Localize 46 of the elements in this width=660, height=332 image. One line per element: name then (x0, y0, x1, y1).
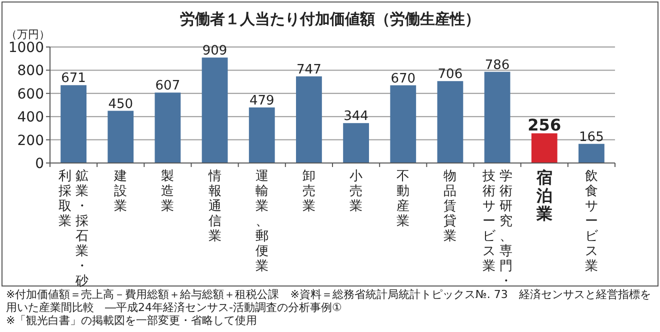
data-label: 670 (390, 71, 416, 86)
y-tick-label: 200 (17, 132, 44, 149)
y-tick-label: 600 (17, 86, 44, 102)
bar (484, 72, 510, 163)
x-tick-label: 建設業 (114, 169, 128, 214)
y-tick-label: 400 (17, 110, 44, 126)
y-tick-label: 800 (17, 63, 44, 80)
x-tick-label: 運輸業、郵便業 (255, 169, 268, 274)
bar (202, 58, 228, 163)
data-label: 909 (202, 44, 228, 59)
bar (248, 107, 275, 163)
x-tick-label: 製造業 (161, 169, 174, 214)
text: ※付加価値額＝売上高－費用総額＋給与総額＋租税公課 ※資料＝総務省統計局統計トピックス№. 73 経済センサスと経営指標を用いた産業間比較 ―平成24年経済センサス‐活動調査の分析事例① (6, 288, 652, 314)
category-label: 学術研究、専門・技術サービス業 (482, 169, 512, 289)
x-tick-label: 不動産業 (396, 169, 410, 229)
bar (390, 85, 416, 163)
data-label: 256 (528, 115, 562, 134)
data-label: 671 (61, 71, 86, 86)
data-label: 747 (296, 62, 322, 78)
data-label: 344 (344, 109, 368, 124)
y-tick-label: 0 (35, 156, 44, 172)
x-tick-label: 宿泊業 (536, 168, 552, 223)
bar (437, 81, 464, 163)
bar (343, 123, 369, 163)
x-tick-label: 小売業 (350, 169, 363, 214)
x-tick-label: 情報通信業 (208, 169, 222, 244)
data-label: 786 (484, 58, 510, 73)
data-label: 607 (155, 78, 180, 94)
bar (108, 110, 134, 163)
x-tick-label: 物品賃貸業 (444, 169, 457, 244)
x-tick-label: 飲食サービス業 (584, 169, 598, 274)
bar (154, 92, 181, 163)
y-axis-title: （万円） (6, 28, 50, 41)
data-label: 479 (249, 93, 274, 108)
data-label: 706 (438, 67, 463, 82)
y-tick-label: 1000 (8, 40, 44, 56)
data-label: 450 (108, 96, 134, 112)
chart-title: 労働者１人当たり付加価値額（労働生産性） (180, 10, 480, 28)
text: ※「観光白書」の掲載図を一部変更・省略して使用 (6, 314, 258, 327)
bar (578, 144, 604, 163)
bar (296, 76, 322, 163)
bar (60, 85, 86, 163)
x-tick-label: 卸売業 (302, 169, 316, 214)
category-label: 鉱業・採石業・砂利採取業 (58, 169, 89, 289)
data-label: 165 (579, 130, 604, 145)
bar (531, 133, 558, 163)
